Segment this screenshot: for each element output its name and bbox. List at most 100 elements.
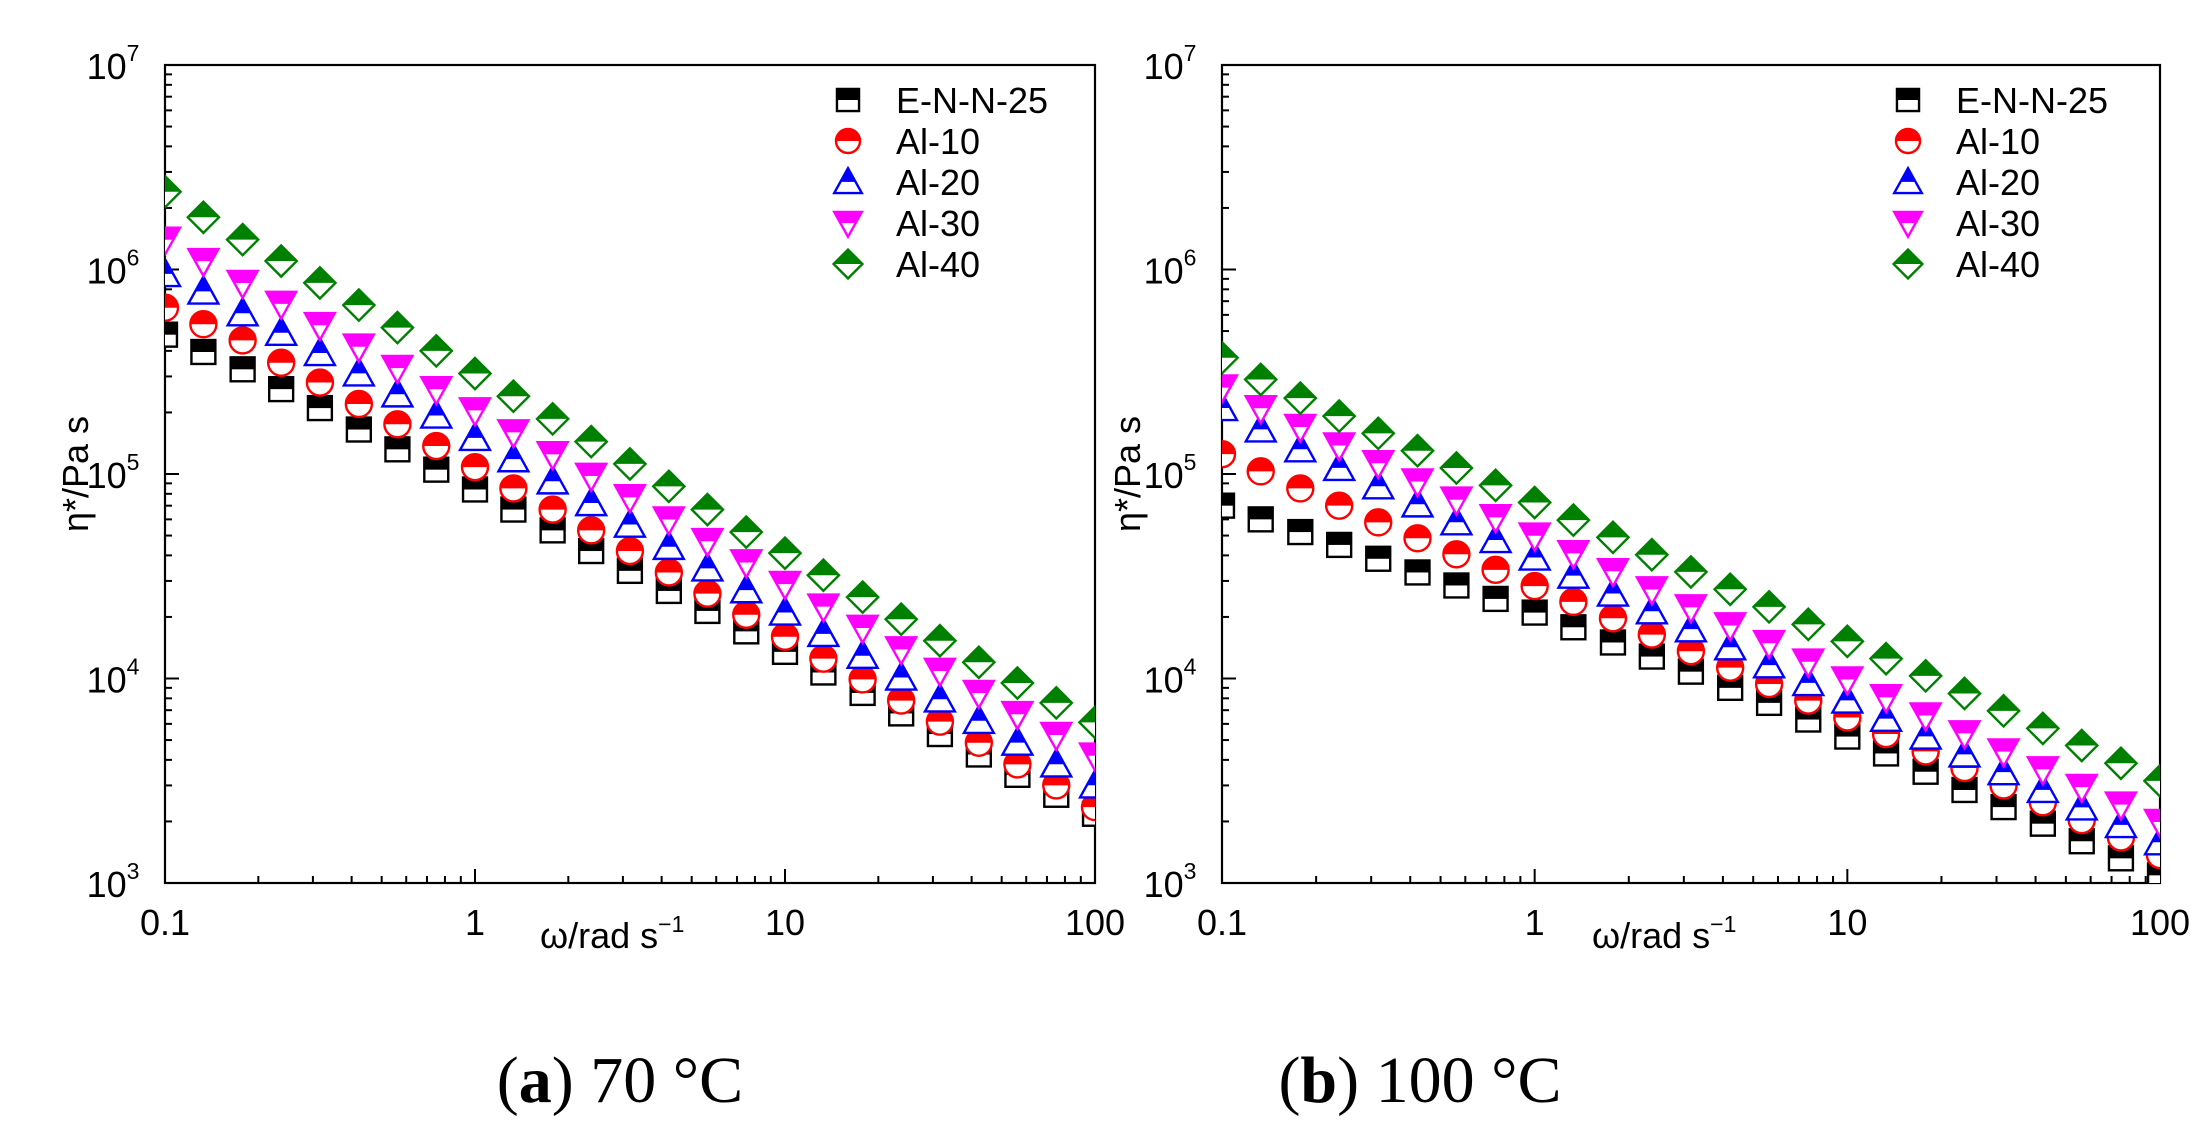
data-point (845, 579, 880, 615)
data-point (1283, 380, 1318, 416)
data-point (1404, 559, 1431, 586)
data-point (1986, 738, 2021, 769)
data-point (1908, 658, 1943, 694)
data-point (225, 222, 260, 257)
legend-label: Al-40 (896, 244, 980, 285)
data-point (1287, 518, 1314, 546)
legend-marker (1892, 210, 1924, 240)
data-point (457, 356, 493, 391)
data-point (458, 397, 492, 428)
legend-marker (831, 247, 865, 281)
data-point (576, 516, 606, 545)
data-point (1000, 725, 1035, 756)
data-point (1222, 390, 1239, 422)
x-axis-label: ω/rad s−1 (540, 911, 684, 956)
data-point (1521, 599, 1548, 626)
data-point (767, 535, 803, 571)
data-point (422, 431, 451, 461)
data-point (383, 410, 412, 439)
data-point (1222, 340, 1240, 376)
data-point (2146, 862, 2160, 883)
legend-marker (835, 87, 861, 113)
legend-marker (834, 127, 862, 155)
data-point (535, 463, 570, 495)
x-tick-label: 1 (1525, 902, 1545, 943)
data-point (770, 622, 800, 651)
legend-marker (1891, 247, 1925, 281)
data-point (423, 456, 450, 483)
data-point (693, 579, 722, 608)
data-point (341, 356, 376, 387)
data-point (228, 326, 257, 355)
data-point (190, 338, 217, 366)
data-point (2143, 824, 2160, 856)
data-point (1247, 506, 1274, 533)
x-tick-label: 10 (1827, 902, 1867, 943)
data-point (1077, 705, 1095, 740)
legend-label: Al-20 (896, 162, 980, 203)
data-point (496, 378, 531, 414)
data-point (1222, 439, 1237, 469)
legend-item: Al-40 (831, 244, 980, 285)
data-point (266, 348, 296, 377)
data-point (496, 441, 531, 473)
data-point (1790, 607, 1826, 642)
data-point (1222, 492, 1236, 519)
legend-label: Al-20 (1956, 162, 2040, 203)
data-point (2064, 773, 2099, 805)
data-point (615, 536, 645, 566)
data-point (1324, 491, 1354, 520)
legend-marker (1892, 165, 1924, 195)
data-point (961, 679, 996, 711)
data-point (1830, 666, 1865, 697)
data-point (806, 557, 841, 593)
legend-label: Al-10 (1956, 121, 2040, 162)
data-point (1039, 747, 1074, 778)
legend-item: Al-20 (1892, 162, 2040, 203)
data-point (845, 614, 880, 646)
data-point (1322, 432, 1357, 463)
data-point (306, 394, 334, 422)
legend-label: Al-10 (896, 121, 980, 162)
legend-marker (832, 165, 864, 195)
data-point (1556, 540, 1591, 571)
data-point (419, 375, 454, 407)
series-Al-30 (1222, 374, 2160, 840)
data-point (341, 333, 376, 364)
data-point (535, 441, 570, 472)
data-point (1830, 624, 1865, 659)
data-point (654, 558, 684, 587)
legend-label: E-N-N-25 (1956, 80, 2108, 121)
x-tick-label: 0.1 (140, 902, 190, 943)
caption-text: 70 °C (590, 1044, 743, 1117)
data-point (2143, 808, 2160, 840)
data-point (1078, 768, 1095, 799)
data-point (2103, 745, 2139, 781)
data-point (1712, 572, 1748, 607)
data-point (1751, 589, 1787, 625)
data-point (1360, 416, 1396, 451)
data-point (1947, 676, 1982, 711)
x-tick-label: 100 (1065, 902, 1125, 943)
y-tick-label: 107 (1144, 40, 1197, 87)
data-point (1365, 545, 1392, 572)
data-point (419, 398, 454, 429)
data-point (380, 310, 415, 345)
data-point (729, 549, 764, 580)
data-point (1039, 721, 1074, 753)
data-point (1517, 522, 1552, 553)
y-tick-label: 103 (87, 858, 140, 905)
y-tick-label: 105 (1144, 449, 1197, 496)
series-Al-40 (165, 174, 1095, 740)
axis-ticks: 0.1 1 10 100 103 104 105 106 107 (1144, 40, 2190, 943)
data-point (651, 469, 687, 504)
data-point (574, 462, 609, 494)
x-axis-label-exponent: −1 (658, 911, 684, 937)
data-point (302, 311, 337, 343)
data-point (165, 321, 179, 348)
data-point (1752, 629, 1787, 661)
x-axis-label: ω/rad s−1 (1592, 911, 1736, 956)
data-point (2025, 711, 2061, 746)
data-markers (165, 174, 1095, 827)
